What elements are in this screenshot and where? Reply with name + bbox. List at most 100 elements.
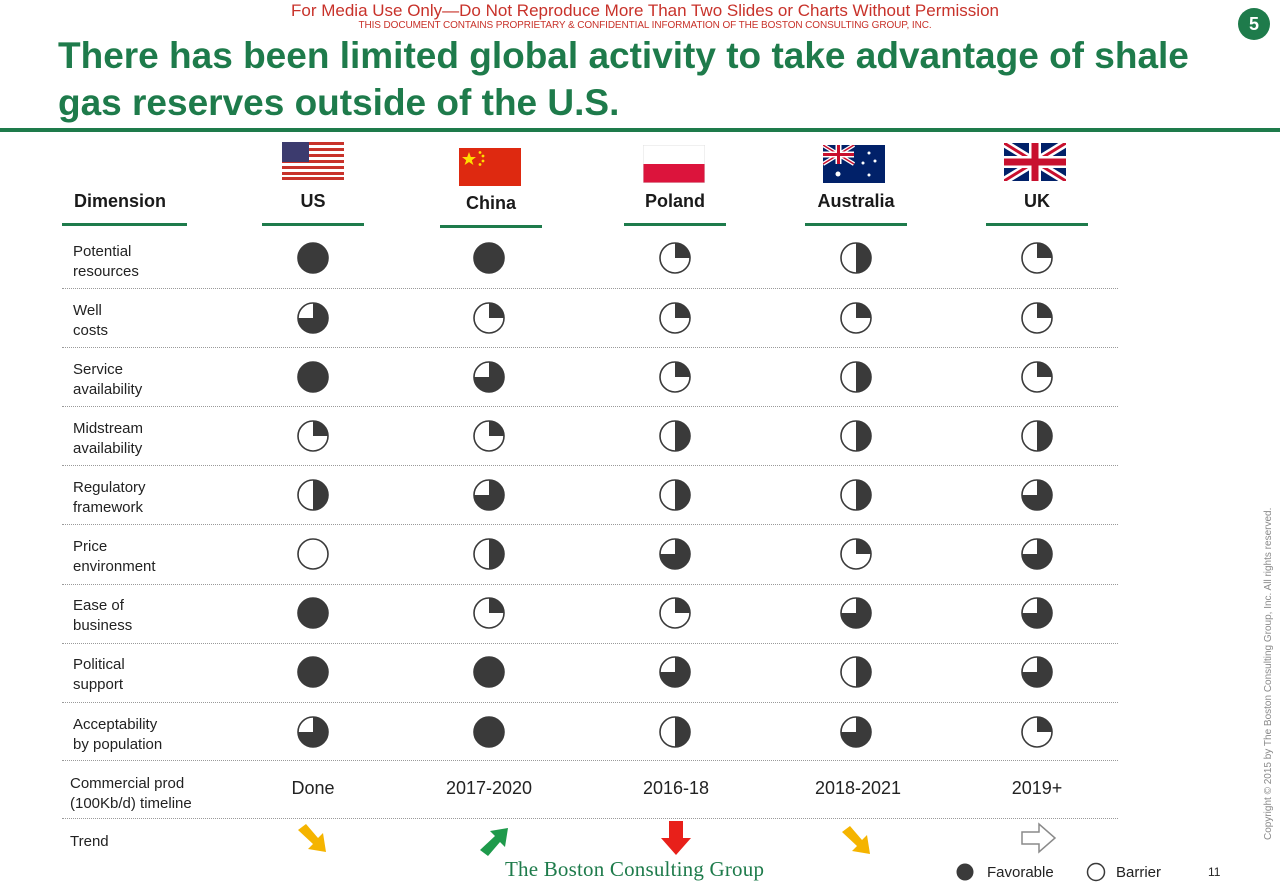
harvey-ball-us bbox=[297, 420, 329, 452]
harvey-ball-china bbox=[473, 361, 505, 393]
harvey-ball-uk bbox=[1021, 538, 1053, 570]
timeline-label: Commercial prod (100Kb/d) timeline bbox=[70, 775, 192, 812]
poland-flag-icon bbox=[643, 145, 705, 183]
us-flag-icon bbox=[282, 142, 344, 180]
legend-favorable-label: Favorable bbox=[987, 864, 1054, 881]
harvey-ball-poland bbox=[659, 597, 691, 629]
column-header-us: US bbox=[300, 191, 326, 211]
bcg-logo: The Boston Consulting Group bbox=[505, 857, 765, 881]
section-badge: 5 bbox=[1238, 8, 1270, 40]
harvey-ball-uk bbox=[1021, 361, 1053, 393]
harvey-ball-uk bbox=[1021, 479, 1053, 511]
harvey-ball-australia bbox=[840, 361, 872, 393]
dimension-label: Well costs bbox=[73, 302, 109, 339]
arrow-up-right-icon bbox=[480, 828, 508, 856]
harvey-ball-australia bbox=[840, 597, 872, 629]
page-number: 11 bbox=[1208, 865, 1221, 879]
barrier-legend-icon bbox=[1086, 862, 1106, 882]
header-underline bbox=[624, 223, 726, 226]
favorable-legend-icon bbox=[956, 863, 974, 881]
column-header-australia: Australia bbox=[817, 191, 895, 211]
harvey-ball-china bbox=[473, 716, 505, 748]
harvey-ball-australia bbox=[840, 242, 872, 274]
harvey-ball-us bbox=[297, 597, 329, 629]
harvey-ball-us bbox=[297, 716, 329, 748]
harvey-ball-poland bbox=[659, 242, 691, 274]
harvey-ball-poland bbox=[659, 420, 691, 452]
row-divider bbox=[62, 760, 1118, 761]
row-divider bbox=[62, 406, 1118, 407]
harvey-ball-poland bbox=[659, 656, 691, 688]
harvey-ball-us bbox=[297, 302, 329, 334]
harvey-ball-china bbox=[473, 420, 505, 452]
header-underline bbox=[986, 223, 1088, 226]
header-underline bbox=[62, 223, 187, 226]
column-header-poland: Poland bbox=[644, 191, 705, 211]
china-flag-icon bbox=[459, 148, 521, 186]
row-divider bbox=[62, 524, 1118, 525]
dimension-label: Ease of business bbox=[73, 597, 133, 634]
harvey-ball-australia bbox=[840, 656, 872, 688]
harvey-ball-poland bbox=[659, 361, 691, 393]
timeline-value-us: Done bbox=[291, 778, 335, 798]
arrow-right-outline-icon bbox=[1021, 822, 1057, 854]
harvey-ball-china bbox=[473, 479, 505, 511]
dimension-label: Midstream availability bbox=[73, 420, 144, 457]
harvey-ball-poland bbox=[659, 716, 691, 748]
harvey-ball-uk bbox=[1021, 242, 1053, 274]
header-underline bbox=[805, 223, 907, 226]
row-divider bbox=[62, 465, 1118, 466]
dimension-label: Regulatory framework bbox=[73, 479, 146, 516]
harvey-ball-us bbox=[297, 656, 329, 688]
legend-barrier-label: Barrier bbox=[1116, 864, 1162, 881]
harvey-ball-china bbox=[473, 538, 505, 570]
harvey-ball-us bbox=[297, 538, 329, 570]
australia-flag-icon bbox=[823, 145, 885, 183]
copyright-notice: Copyright © 2015 by The Boston Consultin… bbox=[1263, 507, 1274, 840]
timeline-value-uk: 2019+ bbox=[1011, 778, 1063, 798]
column-header-uk: UK bbox=[1024, 191, 1050, 211]
media-disclaimer: For Media Use Only—Do Not Reproduce More… bbox=[291, 1, 999, 20]
dimension-label: Service availability bbox=[73, 361, 143, 398]
timeline-value-poland: 2016-18 bbox=[642, 778, 710, 798]
row-divider bbox=[62, 288, 1118, 289]
dimension-label: Potential resources bbox=[73, 243, 139, 280]
dimension-label: Acceptability by population bbox=[73, 716, 163, 753]
harvey-ball-us bbox=[297, 479, 329, 511]
harvey-ball-china bbox=[473, 242, 505, 274]
timeline-value-china: 2017-2020 bbox=[445, 778, 533, 798]
dimension-header: Dimension bbox=[74, 191, 167, 211]
arrow-down-right-icon bbox=[842, 826, 870, 854]
timeline-value-australia: 2018-2021 bbox=[814, 778, 902, 798]
dimension-label: Political support bbox=[73, 656, 125, 693]
header-underline bbox=[440, 225, 542, 228]
harvey-ball-us bbox=[297, 361, 329, 393]
harvey-ball-china bbox=[473, 597, 505, 629]
column-header-china: China bbox=[465, 193, 516, 213]
arrow-down-right-icon bbox=[298, 824, 326, 852]
harvey-ball-poland bbox=[659, 538, 691, 570]
harvey-ball-poland bbox=[659, 302, 691, 334]
uk-flag-icon bbox=[1004, 143, 1066, 181]
title-divider bbox=[0, 128, 1280, 132]
harvey-ball-uk bbox=[1021, 597, 1053, 629]
harvey-ball-uk bbox=[1021, 420, 1053, 452]
row-divider bbox=[62, 584, 1118, 585]
header-underline bbox=[262, 223, 364, 226]
harvey-ball-australia bbox=[840, 479, 872, 511]
harvey-ball-uk bbox=[1021, 302, 1053, 334]
harvey-ball-uk bbox=[1021, 656, 1053, 688]
row-divider bbox=[62, 818, 1118, 819]
arrow-down-icon bbox=[661, 821, 691, 855]
row-divider bbox=[62, 702, 1118, 703]
harvey-ball-poland bbox=[659, 479, 691, 511]
harvey-ball-australia bbox=[840, 538, 872, 570]
harvey-ball-us bbox=[297, 242, 329, 274]
confidential-notice: THIS DOCUMENT CONTAINS PROPRIETARY & CON… bbox=[358, 20, 932, 31]
row-divider bbox=[62, 347, 1118, 348]
harvey-ball-australia bbox=[840, 420, 872, 452]
harvey-ball-china bbox=[473, 656, 505, 688]
harvey-ball-uk bbox=[1021, 716, 1053, 748]
harvey-ball-china bbox=[473, 302, 505, 334]
dimension-label: Price environment bbox=[73, 538, 156, 575]
